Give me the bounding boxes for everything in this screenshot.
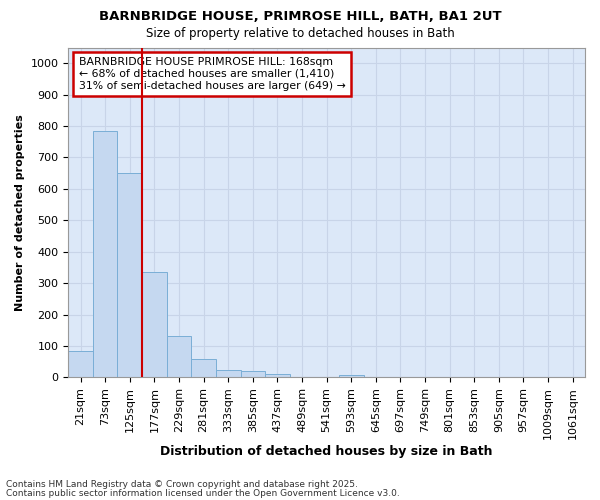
Text: Contains public sector information licensed under the Open Government Licence v3: Contains public sector information licen… xyxy=(6,488,400,498)
Text: Size of property relative to detached houses in Bath: Size of property relative to detached ho… xyxy=(146,28,454,40)
Bar xyxy=(93,132,118,378)
Bar xyxy=(167,336,191,378)
Bar xyxy=(191,359,216,378)
Text: BARNBRIDGE HOUSE PRIMROSE HILL: 168sqm
← 68% of detached houses are smaller (1,4: BARNBRIDGE HOUSE PRIMROSE HILL: 168sqm ←… xyxy=(79,58,346,90)
Bar xyxy=(265,374,290,378)
Text: BARNBRIDGE HOUSE, PRIMROSE HILL, BATH, BA1 2UT: BARNBRIDGE HOUSE, PRIMROSE HILL, BATH, B… xyxy=(98,10,502,23)
Bar xyxy=(216,370,241,378)
Y-axis label: Number of detached properties: Number of detached properties xyxy=(15,114,25,311)
Bar xyxy=(241,372,265,378)
Bar xyxy=(142,272,167,378)
Bar xyxy=(118,174,142,378)
X-axis label: Distribution of detached houses by size in Bath: Distribution of detached houses by size … xyxy=(160,444,493,458)
Bar xyxy=(339,375,364,378)
Text: Contains HM Land Registry data © Crown copyright and database right 2025.: Contains HM Land Registry data © Crown c… xyxy=(6,480,358,489)
Bar xyxy=(68,352,93,378)
